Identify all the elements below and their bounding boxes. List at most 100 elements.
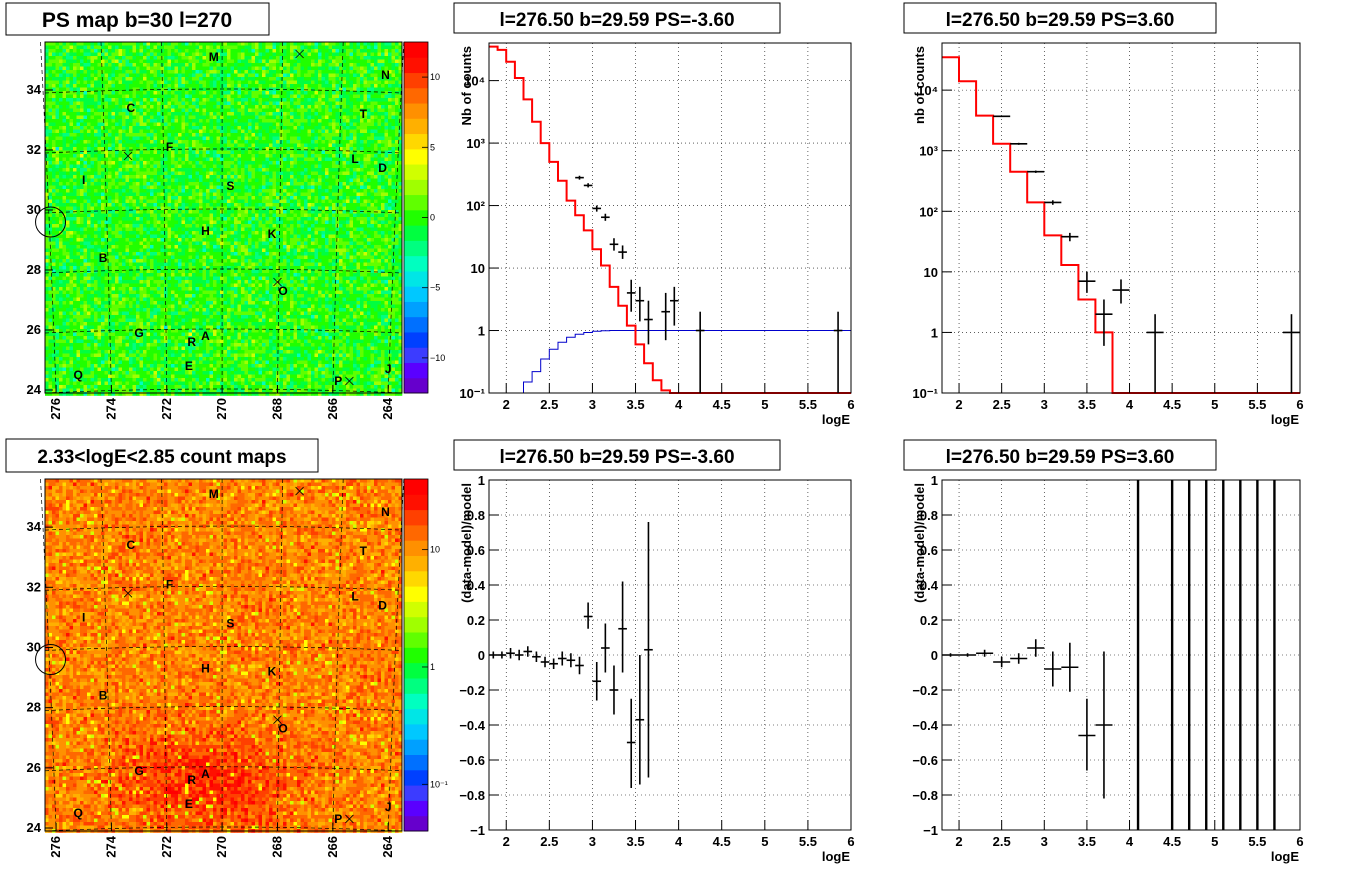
x-tick-label: 268 xyxy=(270,836,285,858)
source-label-m: M xyxy=(209,50,219,64)
palette-swatch xyxy=(404,73,428,89)
y-tick-label: 10³ xyxy=(919,144,938,159)
ps-map-pixels xyxy=(45,42,402,396)
y-tick-label: 1 xyxy=(478,473,485,488)
y-tick-label: −0.2 xyxy=(459,683,485,698)
palette-swatch xyxy=(404,494,428,510)
source-label-t: T xyxy=(360,544,368,558)
y-tick-label: 10 xyxy=(471,261,485,276)
palette-swatch xyxy=(404,317,428,333)
y-tick-label: 1 xyxy=(931,325,938,340)
palette-swatch xyxy=(404,678,428,694)
source-label-f: F xyxy=(166,140,173,154)
y-tick-label: 1 xyxy=(478,324,485,339)
spectrum-neg-xlabel: logE xyxy=(822,412,850,427)
x-tick-label: 2.5 xyxy=(540,397,558,412)
y-tick-label: 32 xyxy=(27,142,41,157)
palette-swatch xyxy=(404,195,428,211)
palette-swatch xyxy=(404,103,428,119)
y-tick-label: 30 xyxy=(27,202,41,217)
source-label-s: S xyxy=(226,179,234,193)
y-tick-label: 0 xyxy=(478,648,485,663)
panel-residual-neg: 2 2.5 3 3.5 4 4.5 5 5.5 6 −1−0.8−0.6−0.4−0.200.2… xyxy=(454,440,855,864)
residual-neg-xlabel: logE xyxy=(822,849,850,864)
x-tick-label: 5 xyxy=(761,834,768,849)
residual-neg-title: l=276.50 b=29.59 PS=-3.60 xyxy=(499,447,734,468)
y-tick-label: 24 xyxy=(27,820,42,835)
x-tick-label: 2 xyxy=(955,834,962,849)
x-tick-label: 2 xyxy=(955,397,962,412)
source-label-e: E xyxy=(185,797,193,811)
palette-swatch xyxy=(404,617,428,633)
x-tick-label: 5 xyxy=(761,397,768,412)
x-tick-label: 2.5 xyxy=(993,834,1011,849)
x-tick-label: 4.5 xyxy=(1163,834,1181,849)
palette-swatch xyxy=(404,256,428,272)
palette-swatch xyxy=(404,663,428,679)
palette-swatch xyxy=(404,347,428,363)
x-tick-label: 274 xyxy=(103,835,118,857)
source-label-n: N xyxy=(381,505,390,519)
y-tick-label: 0.2 xyxy=(467,613,485,628)
x-tick-label: 276 xyxy=(48,398,63,420)
palette-swatch xyxy=(404,601,428,617)
data-point xyxy=(993,116,1010,117)
source-label-b: B xyxy=(99,251,108,265)
palette-swatch xyxy=(404,755,428,771)
source-label-q: Q xyxy=(74,368,83,382)
palette-swatch xyxy=(404,240,428,256)
spectrum-pos-ylabel: nb of counts xyxy=(912,46,927,124)
palette-tick-label: −10 xyxy=(430,353,445,363)
x-tick-label: 268 xyxy=(270,398,285,420)
palette-swatch xyxy=(404,556,428,572)
palette-swatch xyxy=(404,179,428,195)
source-label-k: K xyxy=(268,665,277,679)
palette-swatch xyxy=(404,479,428,495)
residual-pos-title: l=276.50 b=29.59 PS=3.60 xyxy=(946,447,1175,468)
y-tick-label: 10² xyxy=(466,199,485,214)
source-label-c: C xyxy=(126,538,135,552)
source-label-d: D xyxy=(378,161,387,175)
y-tick-label: −0.4 xyxy=(912,718,938,733)
palette-swatch xyxy=(404,540,428,556)
palette-swatch xyxy=(404,271,428,287)
palette-swatch xyxy=(404,739,428,755)
palette-tick-label: 10 xyxy=(430,72,440,82)
source-label-q: Q xyxy=(74,806,83,820)
x-tick-label: 272 xyxy=(159,398,174,420)
y-tick-label: 24 xyxy=(27,382,42,397)
x-tick-label: 6 xyxy=(847,834,854,849)
x-tick-label: 264 xyxy=(380,397,395,419)
residual-pos-xlabel: logE xyxy=(1271,849,1299,864)
x-tick-label: 6 xyxy=(1296,397,1303,412)
source-label-e: E xyxy=(185,359,193,373)
source-label-j: J xyxy=(385,800,392,814)
palette-swatch xyxy=(404,378,428,394)
x-tick-label: 272 xyxy=(159,836,174,858)
palette-swatch xyxy=(404,510,428,526)
x-tick-label: 3.5 xyxy=(1078,397,1096,412)
source-label-b: B xyxy=(99,689,108,703)
spectrum-neg-title: l=276.50 b=29.59 PS=-3.60 xyxy=(499,10,734,31)
x-tick-label: 3.5 xyxy=(1078,834,1096,849)
source-label-a: A xyxy=(201,767,210,781)
y-tick-label: −0.4 xyxy=(459,718,485,733)
palette-swatch xyxy=(404,770,428,786)
y-tick-label: −0.2 xyxy=(912,683,938,698)
palette-swatch xyxy=(404,586,428,602)
x-tick-label: 5.5 xyxy=(1248,397,1266,412)
palette-tick-label: 0 xyxy=(430,213,435,223)
y-tick-label: −0.6 xyxy=(459,753,485,768)
figure-canvas: MNC TFLDI SH KBOGR AEQ PJ 276 274 272 270 268 266 2… xyxy=(0,0,1348,875)
source-label-a: A xyxy=(201,329,210,343)
x-tick-label: 274 xyxy=(103,397,118,419)
panel-residual-pos: 2 2.5 3 3.5 4 4.5 5 5.5 6 −1−0.8−0.6−0.4−0.200.2… xyxy=(904,440,1304,864)
palette-swatch xyxy=(404,149,428,165)
source-label-m: M xyxy=(209,487,219,501)
y-tick-label: 30 xyxy=(27,639,41,654)
x-tick-label: 5 xyxy=(1211,397,1218,412)
x-tick-label: 3.5 xyxy=(626,397,644,412)
x-tick-label: 264 xyxy=(380,835,395,857)
